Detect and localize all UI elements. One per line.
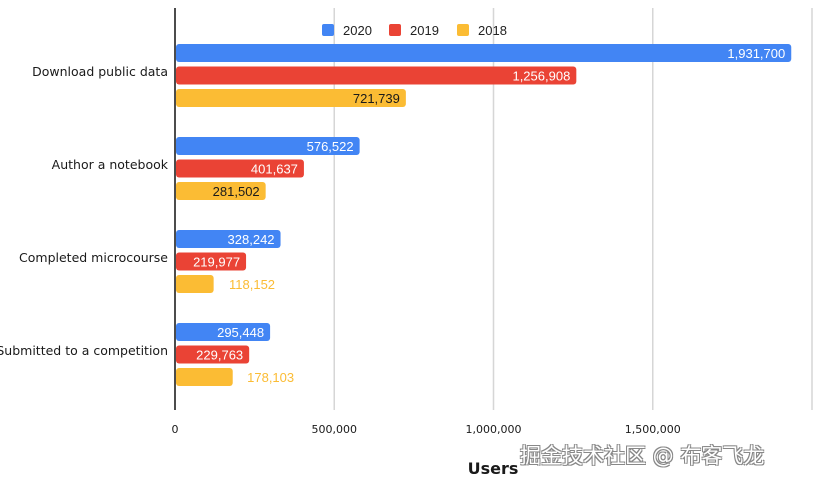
- bar-2018: [176, 89, 406, 107]
- bar-2020: [176, 44, 792, 62]
- data-label: 118,152: [229, 277, 275, 292]
- legend-swatch-2019: [389, 24, 401, 36]
- category-label: Download public data: [32, 64, 168, 79]
- legend-label-2018: 2018: [478, 23, 507, 38]
- x-tick-label: 500,000: [312, 423, 358, 436]
- bar-2019: [176, 345, 250, 364]
- bar-2018: [176, 182, 266, 200]
- legend-label-2020: 2020: [343, 23, 372, 38]
- x-tick-label: 1,000,000: [466, 423, 522, 436]
- bar-2020: [176, 323, 271, 341]
- bar-2019: [176, 252, 247, 271]
- bar-2020: [176, 230, 281, 248]
- x-tick-labels: 0 500,000 1,000,000 1,500,000: [172, 423, 681, 436]
- category-label: Completed microcourse: [19, 250, 168, 265]
- x-tick-label: 0: [172, 423, 179, 436]
- legend-swatch-2018: [457, 24, 469, 36]
- legend-swatch-2020: [322, 24, 334, 36]
- data-label: 281,502: [213, 184, 260, 199]
- bar-2020: [176, 137, 360, 155]
- bar-2019: [176, 66, 577, 85]
- data-label: 219,977: [193, 255, 240, 270]
- data-label: 1,931,700: [727, 46, 785, 61]
- x-tick-label: 1,500,000: [625, 423, 681, 436]
- data-label: 1,256,908: [512, 69, 570, 84]
- legend: 2020 2019 2018: [322, 23, 507, 38]
- data-label: 576,522: [307, 139, 354, 154]
- data-label: 229,763: [196, 348, 243, 363]
- data-label: 178,103: [247, 370, 294, 385]
- category-label: Submitted to a competition: [0, 343, 168, 358]
- bars: 1,931,700 1,256,908 721,739 576,522 401,637 2…: [176, 44, 792, 386]
- bar-2018: [176, 275, 214, 293]
- bar-2018: [176, 368, 233, 386]
- data-label: 721,739: [353, 91, 400, 106]
- legend-label-2019: 2019: [410, 23, 439, 38]
- bar-2019: [176, 159, 304, 178]
- data-label: 295,448: [217, 325, 264, 340]
- category-label: Author a notebook: [52, 157, 169, 172]
- data-label: 401,637: [251, 162, 298, 177]
- category-labels: Download public data Author a notebook Com…: [0, 64, 169, 358]
- x-axis-title: Users: [468, 459, 519, 478]
- data-label: 328,242: [228, 232, 275, 247]
- watermark: 掘金技术社区 @ 布客飞龙: [520, 444, 765, 468]
